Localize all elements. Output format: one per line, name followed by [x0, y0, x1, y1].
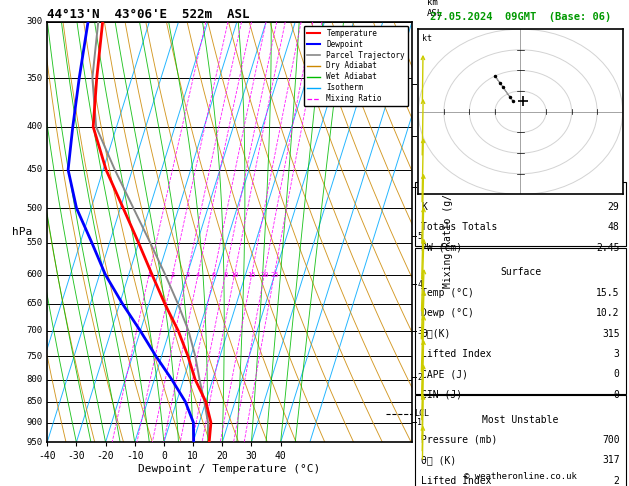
Text: © weatheronline.co.uk: © weatheronline.co.uk — [464, 472, 577, 481]
Text: kt: kt — [423, 34, 432, 43]
Text: 900: 900 — [26, 418, 43, 427]
Text: 2: 2 — [170, 272, 175, 278]
Text: 300: 300 — [26, 17, 43, 26]
Text: 4: 4 — [418, 280, 423, 289]
Text: 2: 2 — [614, 476, 620, 486]
Text: 15: 15 — [247, 272, 256, 278]
Text: LCL: LCL — [414, 409, 429, 418]
Text: CAPE (J): CAPE (J) — [421, 369, 469, 380]
Text: 2.45: 2.45 — [596, 243, 620, 253]
Text: 700: 700 — [26, 327, 43, 335]
Text: 6: 6 — [418, 183, 423, 191]
Text: hPa: hPa — [11, 227, 31, 237]
Text: 3: 3 — [614, 349, 620, 359]
Text: 850: 850 — [26, 397, 43, 406]
Bar — [415, 182, 626, 246]
Text: 1: 1 — [147, 272, 151, 278]
Text: Totals Totals: Totals Totals — [421, 222, 498, 232]
Text: km
ASL: km ASL — [426, 0, 443, 17]
Text: Pressure (mb): Pressure (mb) — [421, 435, 498, 445]
Text: 10.2: 10.2 — [596, 308, 620, 318]
Text: Most Unstable: Most Unstable — [482, 415, 559, 425]
Bar — [415, 395, 626, 486]
Text: 0: 0 — [614, 369, 620, 380]
Text: 800: 800 — [26, 375, 43, 384]
Text: K: K — [421, 202, 427, 212]
Text: 48: 48 — [608, 222, 620, 232]
Text: 3: 3 — [418, 327, 423, 336]
Text: 600: 600 — [26, 270, 43, 279]
Legend: Temperature, Dewpoint, Parcel Trajectory, Dry Adiabat, Wet Adiabat, Isotherm, Mi: Temperature, Dewpoint, Parcel Trajectory… — [304, 26, 408, 106]
Text: Temp (°C): Temp (°C) — [421, 288, 474, 298]
Text: 0: 0 — [614, 390, 620, 400]
Text: Lifted Index: Lifted Index — [421, 349, 492, 359]
Text: 750: 750 — [26, 351, 43, 361]
Text: 317: 317 — [602, 455, 620, 466]
Text: 450: 450 — [26, 165, 43, 174]
Text: 7: 7 — [418, 132, 423, 141]
Text: 15.5: 15.5 — [596, 288, 620, 298]
Text: 315: 315 — [602, 329, 620, 339]
Text: θᴁ (K): θᴁ (K) — [421, 455, 457, 466]
Text: Surface: Surface — [500, 267, 541, 278]
Text: 4: 4 — [196, 272, 200, 278]
Text: 8: 8 — [223, 272, 227, 278]
Bar — [415, 248, 626, 394]
Text: 400: 400 — [26, 122, 43, 131]
Text: 1: 1 — [418, 417, 423, 427]
Text: 700: 700 — [602, 435, 620, 445]
Text: 20: 20 — [260, 272, 269, 278]
Text: 650: 650 — [26, 299, 43, 308]
Text: θᴁ(K): θᴁ(K) — [421, 329, 451, 339]
Text: 44°13'N  43°06'E  522m  ASL: 44°13'N 43°06'E 522m ASL — [47, 8, 250, 21]
Text: 6: 6 — [211, 272, 216, 278]
Text: 500: 500 — [26, 204, 43, 213]
Text: 5: 5 — [418, 232, 423, 241]
Text: 350: 350 — [26, 73, 43, 83]
X-axis label: Dewpoint / Temperature (°C): Dewpoint / Temperature (°C) — [138, 464, 321, 474]
Text: 950: 950 — [26, 438, 43, 447]
Text: 27.05.2024  09GMT  (Base: 06): 27.05.2024 09GMT (Base: 06) — [430, 12, 611, 22]
Text: 8: 8 — [418, 80, 423, 89]
Text: Lifted Index: Lifted Index — [421, 476, 492, 486]
Text: Dewp (°C): Dewp (°C) — [421, 308, 474, 318]
Text: 25: 25 — [270, 272, 279, 278]
Text: 550: 550 — [26, 239, 43, 247]
Text: 3: 3 — [185, 272, 189, 278]
Text: CIN (J): CIN (J) — [421, 390, 462, 400]
Text: 2: 2 — [418, 373, 423, 382]
Text: PW (cm): PW (cm) — [421, 243, 462, 253]
Text: 10: 10 — [230, 272, 238, 278]
Text: 29: 29 — [608, 202, 620, 212]
Text: Mixing Ratio (g/kg): Mixing Ratio (g/kg) — [443, 176, 454, 288]
